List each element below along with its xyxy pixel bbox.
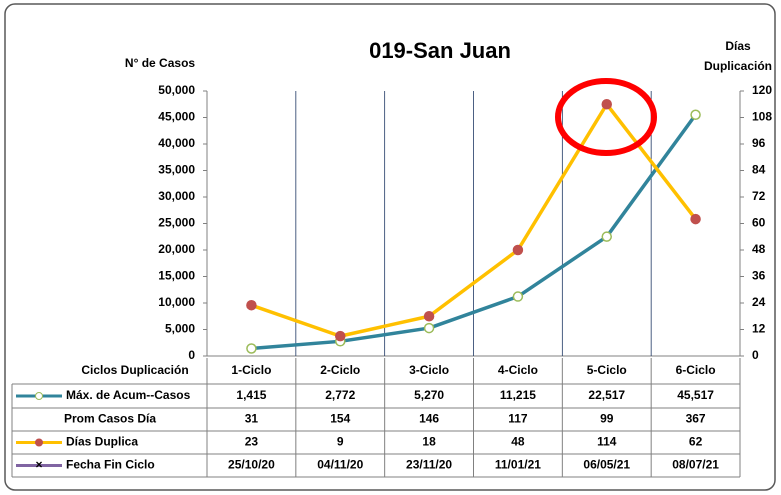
y2-tick-label: 84 bbox=[752, 163, 766, 177]
table-cell: 06/05/21 bbox=[583, 458, 630, 472]
y2-tick-label: 120 bbox=[752, 83, 772, 97]
x-tick-label: 5-Ciclo bbox=[587, 363, 627, 377]
marker bbox=[601, 99, 612, 110]
y2-tick-label: 108 bbox=[752, 110, 772, 124]
y2-tick-label: 0 bbox=[752, 348, 759, 362]
x-tick-label: 1-Ciclo bbox=[231, 363, 271, 377]
legend-label: Prom Casos Día bbox=[64, 412, 156, 426]
marker bbox=[690, 109, 701, 121]
legend-label: Días Duplica bbox=[66, 435, 138, 449]
y2-tick-label: 12 bbox=[752, 322, 766, 336]
table-cell: 23 bbox=[245, 435, 259, 449]
y2-tick-label: 96 bbox=[752, 136, 766, 150]
y-tick-label: 30,000 bbox=[158, 189, 195, 203]
marker bbox=[423, 311, 435, 322]
y-tick-label: 5,000 bbox=[165, 322, 195, 336]
table-cell: 1,415 bbox=[236, 388, 266, 402]
highlight-circle bbox=[555, 78, 657, 156]
y2-tick-label: 60 bbox=[752, 216, 766, 230]
y2-tick-label: 48 bbox=[752, 242, 766, 256]
x-tick-label: 2-Ciclo bbox=[320, 363, 360, 377]
y2-tick-label: 72 bbox=[752, 189, 766, 203]
marker bbox=[690, 213, 701, 225]
table-cell: 11/01/21 bbox=[495, 458, 541, 472]
legend-label: Fecha Fin Ciclo bbox=[66, 458, 155, 472]
table-cell: 2,772 bbox=[325, 388, 355, 402]
chart-title: 019-San Juan bbox=[369, 38, 511, 63]
marker bbox=[246, 299, 257, 311]
y-tick-label: 20,000 bbox=[158, 242, 195, 256]
y-tick-label: 15,000 bbox=[158, 269, 195, 283]
series-line bbox=[250, 102, 697, 338]
legend-key-marker: × bbox=[35, 458, 42, 472]
table-cell: 9 bbox=[337, 435, 344, 449]
table-cell: 367 bbox=[686, 412, 706, 426]
table-cell: 31 bbox=[245, 412, 259, 426]
table-cell: 25/10/20 bbox=[228, 458, 275, 472]
table-cell: 114 bbox=[597, 435, 617, 449]
y-tick-label: 10,000 bbox=[158, 295, 195, 309]
marker bbox=[335, 330, 346, 342]
marker bbox=[246, 343, 257, 354]
x-axis-label: Ciclos Duplicación bbox=[81, 363, 188, 377]
marker bbox=[601, 231, 612, 242]
table-cell: 18 bbox=[422, 435, 436, 449]
legend-key-marker bbox=[35, 392, 43, 400]
y-tick-label: 25,000 bbox=[158, 216, 195, 230]
y2-axis-label: Duplicación bbox=[704, 59, 772, 73]
table-cell: 23/11/20 bbox=[406, 458, 452, 472]
y-tick-label: 40,000 bbox=[158, 136, 195, 150]
table-cell: 154 bbox=[330, 412, 350, 426]
y-tick-label: 0 bbox=[188, 348, 195, 362]
y-tick-label: 35,000 bbox=[158, 163, 195, 177]
y2-tick-label: 24 bbox=[752, 295, 766, 309]
x-tick-label: 4-Ciclo bbox=[498, 363, 538, 377]
x-tick-label: 3-Ciclo bbox=[409, 363, 449, 377]
y-axis-label: N° de Casos bbox=[125, 56, 195, 70]
legend-key-marker bbox=[35, 438, 43, 447]
y2-tick-label: 36 bbox=[752, 269, 766, 283]
series-line bbox=[251, 113, 697, 351]
table-cell: 11,215 bbox=[500, 388, 536, 402]
table-cell: 62 bbox=[689, 435, 703, 449]
table-cell: 04/11/20 bbox=[317, 458, 363, 472]
table-cell: 5,270 bbox=[414, 388, 444, 402]
marker bbox=[512, 244, 524, 256]
marker bbox=[512, 291, 524, 302]
y2-axis-label: Días bbox=[725, 39, 751, 53]
marker bbox=[423, 322, 435, 334]
y-tick-label: 50,000 bbox=[158, 83, 195, 97]
table-cell: 22,517 bbox=[588, 388, 625, 402]
table-cell: 48 bbox=[511, 435, 525, 449]
legend-label: Máx. de Acum--Casos bbox=[66, 388, 191, 402]
table-cell: 146 bbox=[419, 412, 439, 426]
table-cell: 08/07/21 bbox=[672, 458, 719, 472]
table-cell: 117 bbox=[508, 412, 528, 426]
x-tick-label: 6-Ciclo bbox=[676, 363, 716, 377]
chart-frame bbox=[4, 3, 776, 491]
y-tick-label: 45,000 bbox=[158, 110, 195, 124]
table-cell: 99 bbox=[600, 412, 614, 426]
table-cell: 45,517 bbox=[677, 388, 714, 402]
